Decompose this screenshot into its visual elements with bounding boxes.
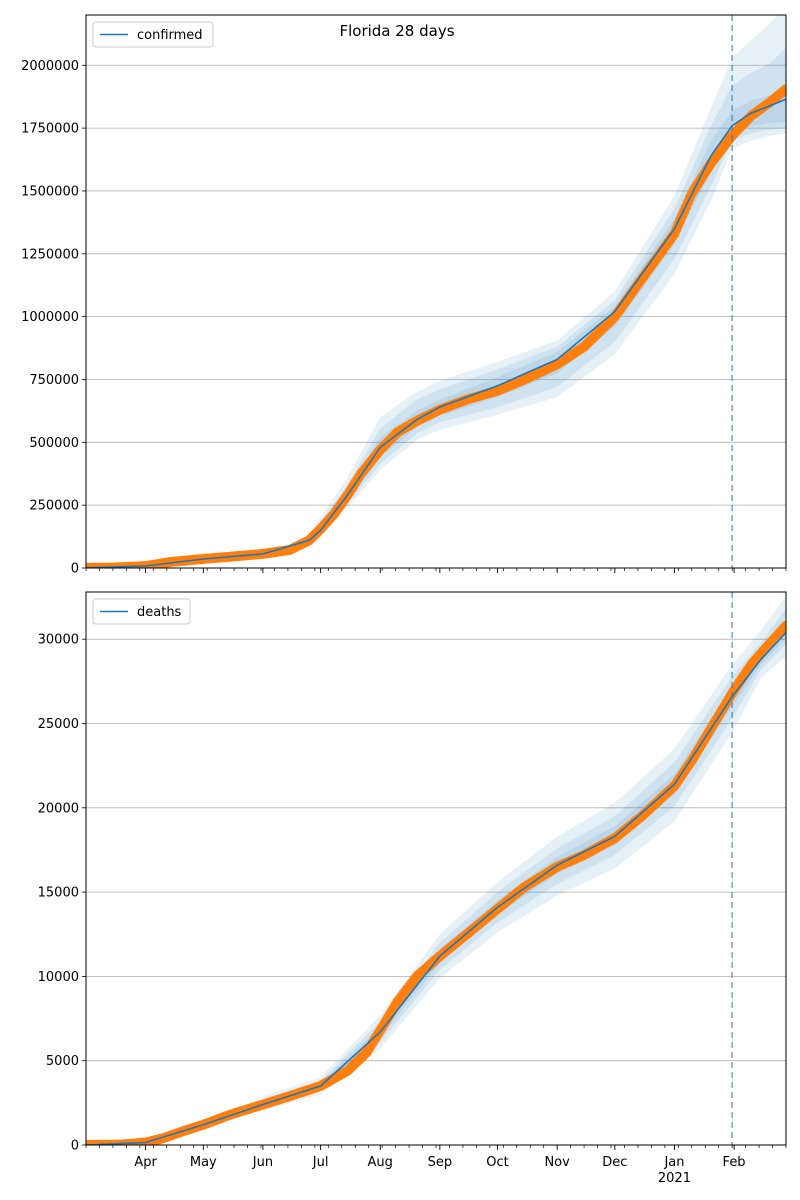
y-tick-label: 1000000 [21,310,79,325]
uncertainty-band [262,595,786,1112]
x-tick-label: Aug [368,1155,393,1170]
y-tick-label: 500000 [29,436,79,451]
deaths-chart: 0 5000 10000 15000 20000 25000 30000 Apr May Jun J… [38,591,787,1186]
observed-point [781,620,786,631]
axes-frame [85,14,787,569]
y-tick-label: 1500000 [21,184,79,199]
x-tick-sublabel: 2021 [658,1171,691,1186]
x-tick-label: Jan [663,1155,684,1170]
model-line [86,98,786,568]
y-tick-label: 30000 [38,633,79,648]
y-tick-label: 750000 [29,373,79,388]
x-tick-label: Dec [602,1155,627,1170]
y-tick-label: 1750000 [21,122,79,137]
y-tick-label: 25000 [38,717,79,732]
y-tick-label: 250000 [29,499,79,514]
observed-series [86,84,786,568]
x-tick-label: Jun [252,1155,273,1170]
y-tick-label: 5000 [46,1054,79,1069]
x-tick-label: Sep [428,1155,453,1170]
x-tick-label: Oct [486,1155,508,1170]
y-tick-label: 2000000 [21,59,79,74]
y-tick-label: 20000 [38,801,79,816]
y-tick-label: 0 [71,1139,79,1154]
legend-box [92,21,214,48]
legend: deaths [92,598,191,625]
y-tick-label: 1250000 [21,247,79,262]
observed-point [781,84,786,95]
confirmed-chart: 0 250000 500000 750000 1000000 1250000 1500000… [21,14,787,577]
y-tick-label: 10000 [38,970,79,985]
uncertainty-band [262,608,786,1109]
observed-series [86,620,786,1145]
legend-label: confirmed [137,28,203,43]
legend-label: deaths [137,605,182,620]
x-tick-label: Jul [312,1155,329,1170]
x-tick-label: Nov [544,1155,570,1170]
x-tick-label: Apr [134,1155,157,1170]
plot-area [86,595,786,1145]
legend: confirmed [92,21,214,48]
uncertainty-band [309,15,786,545]
model-line [86,631,786,1145]
chart-title: Florida 28 days [339,22,454,40]
legend-box [92,598,191,625]
plot-area [86,15,786,568]
y-tick-label: 15000 [38,886,79,901]
x-tick-label: Feb [723,1155,746,1170]
y-tick-label: 0 [71,562,79,577]
axes-frame [85,591,787,1146]
x-tick-label: May [190,1155,217,1170]
